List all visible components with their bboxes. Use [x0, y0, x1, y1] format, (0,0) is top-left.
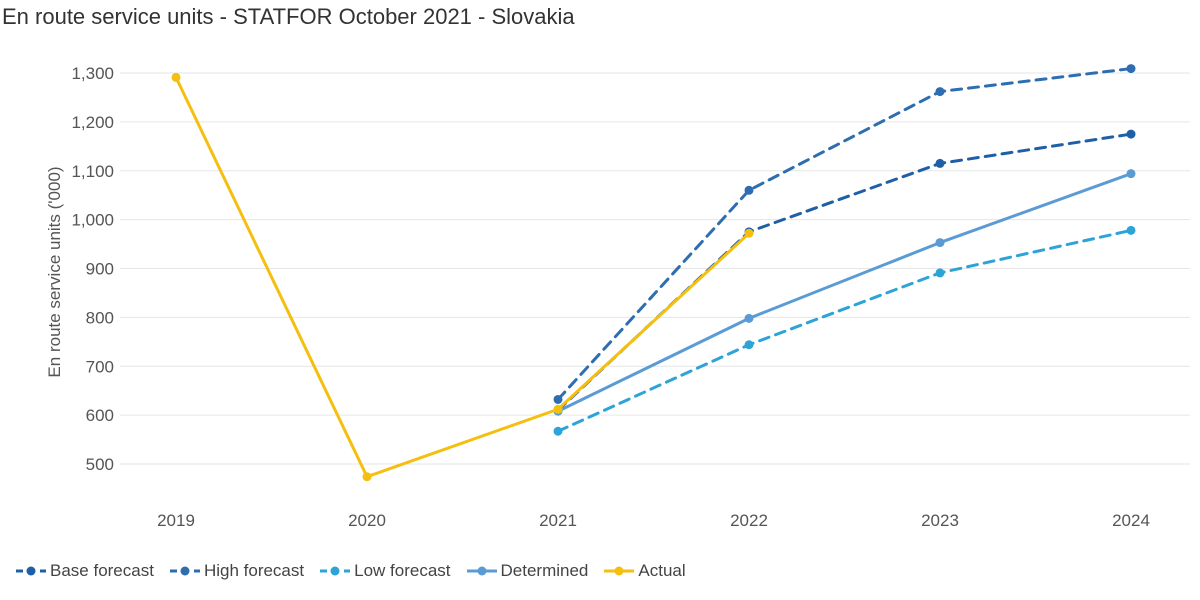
y-tick-label: 1,100: [71, 162, 114, 181]
data-point: [744, 185, 754, 195]
y-axis-ticks: 500 600 700 800 900 1,000 1,100 1,200 1,300: [71, 64, 114, 474]
legend-swatch: [466, 566, 497, 576]
series-high-forecast: [553, 64, 1136, 404]
data-point: [553, 394, 563, 404]
series-line: [556, 228, 1133, 433]
y-tick-label: 1,000: [71, 211, 114, 230]
legend-swatch: [169, 566, 200, 576]
x-tick-label: 2023: [921, 511, 959, 530]
legend-swatch: [16, 566, 46, 576]
series-line: [556, 132, 1133, 412]
legend-item: High forecast: [168, 560, 304, 582]
data-point: [171, 72, 181, 82]
data-point: [362, 472, 372, 482]
data-point: [744, 313, 754, 323]
legend-label: Base forecast: [50, 561, 154, 580]
data-point: [553, 426, 563, 436]
legend-swatch: [320, 566, 351, 576]
data-point: [553, 404, 563, 414]
series-determined: [553, 169, 1136, 416]
series-lines: [171, 64, 1136, 482]
data-point: [935, 268, 945, 278]
series-line: [556, 172, 1133, 413]
series-low-forecast: [553, 225, 1136, 436]
x-tick-label: 2024: [1112, 511, 1150, 530]
gridlines: [120, 72, 1190, 465]
x-tick-label: 2021: [539, 511, 577, 530]
y-tick-label: 900: [86, 260, 114, 279]
legend-label: High forecast: [203, 561, 305, 580]
x-axis-ticks: 2019 2020 2021 2022 2023 2024: [157, 511, 1150, 530]
series-line: [556, 67, 1133, 401]
x-tick-label: 2019: [157, 511, 195, 530]
legend: Base forecast High forecast Low forecast De…: [14, 560, 700, 582]
data-point: [935, 87, 945, 97]
x-tick-label: 2022: [730, 511, 768, 530]
data-point: [744, 340, 754, 350]
data-point: [1126, 129, 1136, 139]
data-point: [935, 158, 945, 168]
y-tick-label: 500: [86, 455, 114, 474]
legend-item: Determined: [465, 560, 589, 582]
legend-item: Low forecast: [318, 560, 451, 582]
legend-swatch: [604, 566, 635, 576]
data-point: [744, 228, 754, 238]
y-tick-label: 1,200: [71, 113, 114, 132]
y-tick-label: 800: [86, 308, 114, 327]
legend-item: Actual: [602, 560, 686, 582]
y-tick-label: 600: [86, 406, 114, 425]
series-actual: [171, 72, 754, 482]
chart-title: En route service units - STATFOR October…: [2, 4, 575, 29]
legend-item: Base forecast: [14, 560, 154, 582]
legend-label: Low forecast: [354, 561, 451, 580]
data-point: [1126, 225, 1136, 235]
legend-label: Actual: [638, 561, 686, 580]
data-point: [935, 238, 945, 248]
legend-label: Determined: [500, 561, 589, 580]
y-axis-label: En route service units ('000): [45, 166, 64, 377]
line-chart: 500 600 700 800 900 1,000 1,100 1,200 1,300 2019…: [45, 64, 1190, 530]
y-tick-label: 700: [86, 357, 114, 376]
data-point: [1126, 169, 1136, 179]
series-line: [174, 75, 751, 479]
x-tick-label: 2020: [348, 511, 386, 530]
y-tick-label: 1,300: [71, 64, 114, 83]
data-point: [1126, 64, 1136, 74]
